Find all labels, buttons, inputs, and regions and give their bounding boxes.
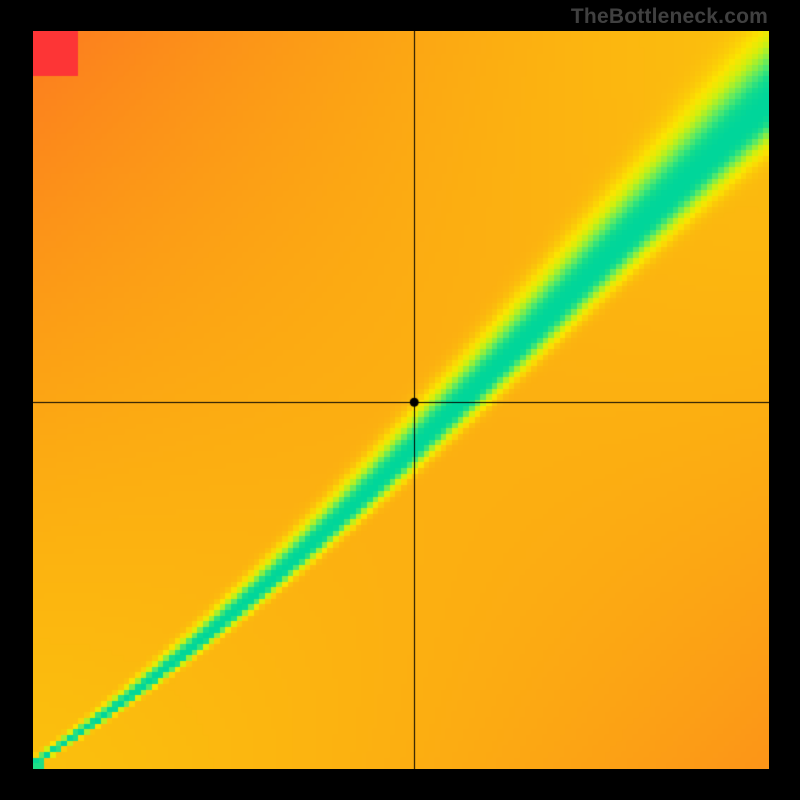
overlay-canvas bbox=[33, 31, 769, 769]
watermark-text: TheBottleneck.com bbox=[571, 5, 768, 29]
chart-frame: TheBottleneck.com bbox=[0, 0, 800, 800]
